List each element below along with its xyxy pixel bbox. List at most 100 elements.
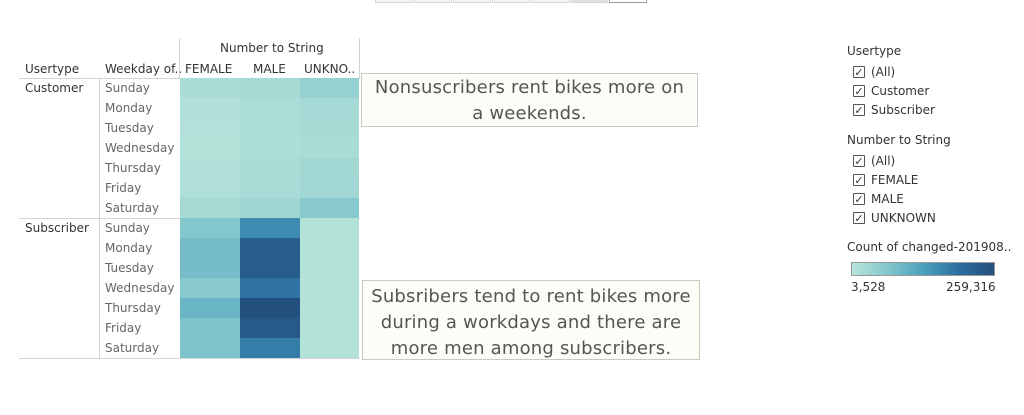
heatmap-cell[interactable]	[300, 298, 359, 318]
checkbox-checked-icon[interactable]: ✓	[853, 211, 865, 225]
heatmap-cell[interactable]	[240, 338, 300, 358]
header-divider	[179, 38, 180, 78]
heatmap-cell[interactable]	[180, 78, 240, 98]
heatmap-cell[interactable]	[180, 178, 240, 198]
heatmap-cell[interactable]	[240, 98, 300, 118]
row-group-label: Customer	[25, 81, 84, 95]
heatmap-cell[interactable]	[300, 258, 359, 278]
filter-title-usertype: Usertype	[847, 44, 902, 58]
filter-title-gender: Number to String	[847, 133, 951, 147]
row-group-label: Subscriber	[25, 221, 89, 235]
heatmap-cell[interactable]	[180, 238, 240, 258]
row-label: Tuesday	[105, 261, 154, 275]
filter-option-male[interactable]: ✓ MALE	[853, 191, 904, 207]
heatmap-cell[interactable]	[180, 158, 240, 178]
heatmap-cell[interactable]	[300, 238, 359, 258]
heatmap-cell[interactable]	[300, 338, 359, 358]
legend-title: Count of changed-201908..	[847, 240, 1012, 254]
legend-max-label: 259,316	[946, 280, 996, 294]
row-label: Thursday	[105, 161, 161, 175]
annotation-subscribers: Subsribers tend to rent bikes more durin…	[362, 280, 700, 360]
heatmap-cell[interactable]	[300, 138, 359, 158]
heatmap-cell[interactable]	[300, 198, 359, 218]
filter-option-subscriber[interactable]: ✓ Subscriber	[853, 102, 935, 118]
heatmap-cell[interactable]	[300, 118, 359, 138]
heatmap-cell[interactable]	[180, 318, 240, 338]
row-label: Saturday	[105, 341, 160, 355]
top-tab[interactable]	[375, 0, 413, 3]
checkbox-checked-icon[interactable]: ✓	[853, 154, 865, 168]
heatmap-cell[interactable]	[180, 98, 240, 118]
heatmap-cell[interactable]	[240, 78, 300, 98]
top-tab[interactable]	[531, 0, 569, 3]
heatmap-cell[interactable]	[300, 218, 359, 238]
top-tab[interactable]	[414, 0, 452, 3]
heatmap-cell[interactable]	[180, 338, 240, 358]
heatmap-cell[interactable]	[240, 198, 300, 218]
row-label: Friday	[105, 321, 142, 335]
column-group-title: Number to String	[220, 41, 324, 55]
heatmap-cell[interactable]	[180, 298, 240, 318]
heatmap-cell[interactable]	[240, 138, 300, 158]
top-tab-active[interactable]	[609, 0, 647, 3]
top-tab[interactable]	[570, 0, 608, 3]
heatmap-cell[interactable]	[180, 278, 240, 298]
checkbox-checked-icon[interactable]: ✓	[853, 173, 865, 187]
heatmap-cell[interactable]	[240, 218, 300, 238]
heatmap-cell[interactable]	[300, 98, 359, 118]
filter-option-gender-all[interactable]: ✓ (All)	[853, 153, 895, 169]
row-label: Tuesday	[105, 121, 154, 135]
filter-option-label: (All)	[871, 65, 896, 79]
heatmap-cell[interactable]	[300, 78, 359, 98]
row-label: Sunday	[105, 81, 150, 95]
filter-option-label: FEMALE	[871, 173, 919, 187]
heatmap-cell[interactable]	[180, 258, 240, 278]
heatmap-cell[interactable]	[180, 198, 240, 218]
row-label: Monday	[105, 241, 153, 255]
heatmap-cell[interactable]	[240, 278, 300, 298]
header-divider	[359, 38, 360, 78]
row-label: Sunday	[105, 221, 150, 235]
heatmap-cell[interactable]	[240, 178, 300, 198]
heatmap-cell[interactable]	[240, 318, 300, 338]
heatmap-cell[interactable]	[180, 138, 240, 158]
heatmap-cell[interactable]	[240, 298, 300, 318]
row-header-usertype: Usertype	[25, 62, 80, 76]
annotation-customers: Nonsuscribers rent bikes more on a weeke…	[361, 73, 698, 127]
row-label: Friday	[105, 181, 142, 195]
bottom-rule	[19, 358, 360, 359]
column-header-unknown: UNKNO..	[304, 62, 356, 76]
row-label: Monday	[105, 101, 153, 115]
filter-option-unknown[interactable]: ✓ UNKNOWN	[853, 210, 936, 226]
filter-option-label: MALE	[871, 192, 904, 206]
checkbox-checked-icon[interactable]: ✓	[853, 84, 865, 98]
top-tab[interactable]	[492, 0, 530, 3]
heatmap-cell[interactable]	[300, 278, 359, 298]
heatmap-cell[interactable]	[240, 158, 300, 178]
checkbox-checked-icon[interactable]: ✓	[853, 192, 865, 206]
row-label: Wednesday	[105, 141, 175, 155]
filter-option-label: (All)	[871, 154, 896, 168]
filter-option-usertype-all[interactable]: ✓ (All)	[853, 64, 895, 80]
column-header-male: MALE	[253, 62, 286, 76]
heatmap-cell[interactable]	[300, 318, 359, 338]
heatmap-cell[interactable]	[300, 178, 359, 198]
column-header-female: FEMALE	[185, 62, 233, 76]
row-label: Thursday	[105, 301, 161, 315]
heatmap-cell[interactable]	[240, 238, 300, 258]
filter-option-label: UNKNOWN	[871, 211, 936, 225]
row-header-weekday: Weekday of..	[105, 62, 183, 76]
heatmap-cell[interactable]	[240, 258, 300, 278]
heatmap-cell[interactable]	[180, 218, 240, 238]
checkbox-checked-icon[interactable]: ✓	[853, 103, 865, 117]
checkbox-checked-icon[interactable]: ✓	[853, 65, 865, 79]
heatmap-cell[interactable]	[180, 118, 240, 138]
filter-option-customer[interactable]: ✓ Customer	[853, 83, 929, 99]
filter-option-female[interactable]: ✓ FEMALE	[853, 172, 918, 188]
heatmap-cell[interactable]	[240, 118, 300, 138]
filter-option-label: Customer	[871, 84, 930, 98]
heatmap-cell[interactable]	[300, 158, 359, 178]
top-tab[interactable]	[453, 0, 491, 3]
filter-option-label: Subscriber	[871, 103, 935, 117]
row-label: Wednesday	[105, 281, 175, 295]
